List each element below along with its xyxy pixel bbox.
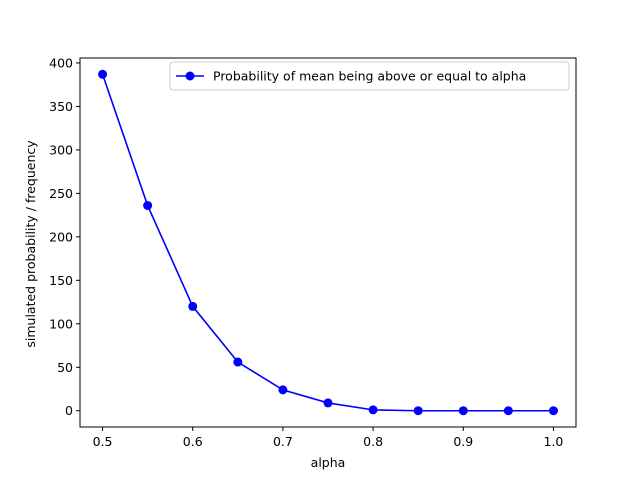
x-tick-label: 0.7 bbox=[273, 434, 293, 449]
legend-frame bbox=[169, 61, 570, 91]
y-tick-label: 50 bbox=[57, 360, 73, 375]
data-point bbox=[143, 201, 153, 211]
data-point bbox=[323, 398, 333, 408]
x-tick-label: 0.6 bbox=[183, 434, 203, 449]
y-tick-label: 400 bbox=[49, 55, 73, 70]
data-point bbox=[233, 357, 243, 367]
y-axis-ticks: 0 50 100 150 200 250 300 350 400 bbox=[49, 55, 80, 418]
y-tick-label: 100 bbox=[49, 316, 73, 331]
y-tick-label: 350 bbox=[49, 99, 73, 114]
legend: Probability of mean being above or equal… bbox=[169, 61, 570, 91]
y-tick-label: 250 bbox=[49, 186, 73, 201]
y-tick-label: 150 bbox=[49, 273, 73, 288]
x-axis-ticks: 0.5 0.6 0.7 0.8 0.9 1.0 bbox=[93, 427, 564, 449]
plot-area bbox=[79, 57, 577, 428]
x-tick-label: 1.0 bbox=[544, 434, 564, 449]
data-point bbox=[98, 69, 108, 79]
data-point bbox=[278, 385, 288, 395]
data-point bbox=[503, 406, 513, 416]
data-point bbox=[458, 406, 468, 416]
y-tick-label: 300 bbox=[49, 142, 73, 157]
legend-marker bbox=[185, 71, 195, 81]
y-tick-label: 0 bbox=[65, 403, 73, 418]
y-axis-label: simulated probability / frequency bbox=[23, 140, 38, 348]
x-axis-label: alpha bbox=[311, 455, 346, 470]
x-tick-label: 0.5 bbox=[93, 434, 113, 449]
data-point bbox=[548, 406, 558, 416]
legend-entry-label: Probability of mean being above or equal… bbox=[213, 69, 526, 84]
series-layer bbox=[98, 69, 558, 416]
data-point bbox=[413, 406, 423, 416]
data-point bbox=[188, 301, 198, 311]
x-tick-label: 0.8 bbox=[363, 434, 383, 449]
axes-frame bbox=[79, 57, 577, 428]
data-point bbox=[368, 405, 378, 415]
x-tick-label: 0.9 bbox=[453, 434, 473, 449]
y-tick-label: 200 bbox=[49, 229, 73, 244]
